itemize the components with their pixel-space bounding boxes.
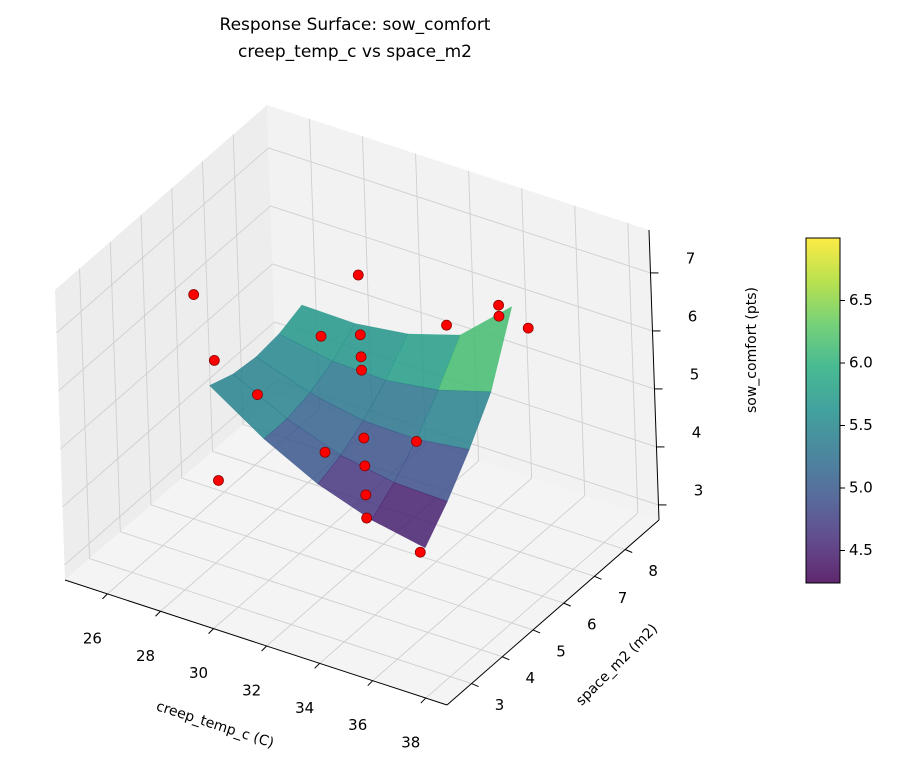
colorbar: 4.5 5.0 5.5 6.0 6.5 <box>805 237 873 584</box>
y-tick <box>594 575 602 580</box>
x-tick-label: 30 <box>189 664 208 682</box>
z-tick-label: 7 <box>686 249 696 267</box>
chart-title: Response Surface: sow_comfort <box>220 15 491 35</box>
x-tick <box>102 593 108 600</box>
scatter <box>188 269 534 558</box>
x-tick <box>367 680 374 687</box>
scatter-point <box>361 512 373 524</box>
grid-line <box>574 205 586 496</box>
colorbar-tick-label: 6.0 <box>849 354 873 372</box>
scatter-point <box>493 299 504 311</box>
z-tick-label: 3 <box>694 481 704 499</box>
scatter-point <box>358 432 370 444</box>
left-pane <box>55 105 277 580</box>
y-tick-label: 6 <box>587 616 597 634</box>
scatter-point <box>252 389 263 400</box>
scatter-point <box>354 329 366 341</box>
grid-line <box>171 188 183 479</box>
x-tick <box>420 697 427 704</box>
grid-line <box>56 147 269 334</box>
grid-line <box>272 263 655 390</box>
y-tick-label: 8 <box>648 562 658 580</box>
x-tick-label: 34 <box>295 699 314 717</box>
grid-line <box>150 504 534 631</box>
colorbar-tick-label: 4.5 <box>849 541 873 559</box>
y-tick <box>563 602 571 607</box>
colorbar-tick-label: 6.5 <box>849 291 873 309</box>
x-tick <box>155 610 161 617</box>
z-tick-label: 4 <box>692 423 702 441</box>
colorbar-gradient <box>805 237 841 584</box>
scatter-point <box>213 475 224 486</box>
scatter-point <box>319 446 331 458</box>
grid-line <box>319 477 532 664</box>
grid-line <box>89 558 472 684</box>
scatter-point <box>411 436 422 447</box>
grid-line <box>270 205 653 332</box>
scatter-point <box>352 269 364 281</box>
x-tick-label: 38 <box>401 734 420 752</box>
scatter-point <box>356 364 367 376</box>
colorbar-tick-label: 5.5 <box>849 416 873 434</box>
floor-pane <box>65 395 659 705</box>
scatter-point <box>355 351 367 363</box>
y-tick <box>532 629 541 634</box>
x-axis-label: creep_temp_c (C) <box>154 698 276 751</box>
z-tick-label: 6 <box>688 307 698 325</box>
scatter-point <box>360 489 372 501</box>
x-tick <box>261 645 267 652</box>
y-axis-label: space_m2 (m2) <box>573 621 661 709</box>
scatter-point <box>315 330 327 342</box>
scatter-point <box>414 546 426 558</box>
grid-line <box>268 147 651 274</box>
x-tick-label: 36 <box>348 716 367 734</box>
grid-line <box>140 214 152 505</box>
y-tick-label: 4 <box>526 669 536 687</box>
grid-line <box>181 477 564 604</box>
scatter-point <box>441 319 452 331</box>
z-axis-label: sow_comfort (pts) <box>744 287 760 413</box>
x-tick-label: 26 <box>83 629 102 647</box>
chart-subtitle: creep_temp_c vs space_m2 <box>238 42 472 62</box>
y-tick-label: 5 <box>556 642 566 660</box>
x-tick <box>314 662 321 669</box>
grid-line <box>372 495 586 682</box>
grid-line <box>202 161 213 452</box>
scatter-point <box>188 289 200 300</box>
x-tick-label: 28 <box>136 647 155 665</box>
surface-patch <box>371 482 448 549</box>
grid-line <box>62 321 275 508</box>
grid-line <box>58 205 271 392</box>
grid-line <box>425 512 639 699</box>
x-tick-label: 32 <box>242 681 261 699</box>
x-tick <box>208 628 214 634</box>
grid-line <box>627 223 639 514</box>
grid-line <box>79 268 91 559</box>
y-tick <box>502 656 510 661</box>
axis-line <box>446 519 660 706</box>
scatter-point <box>493 310 505 322</box>
grid-line <box>109 241 121 532</box>
grid-line <box>521 188 533 479</box>
grid-line <box>60 263 273 450</box>
y-tick-label: 7 <box>618 589 628 607</box>
scatter-point <box>359 460 371 472</box>
grid-line <box>120 531 503 658</box>
axis-line <box>648 229 660 521</box>
y-tick <box>625 549 633 553</box>
y-tick-label: 3 <box>495 696 505 714</box>
z-tick-label: 5 <box>690 365 700 383</box>
y-tick <box>471 683 479 688</box>
axis-line <box>64 579 448 706</box>
scatter-point <box>208 355 220 366</box>
scatter-point <box>522 322 534 334</box>
colorbar-tick-label: 5.0 <box>849 479 873 497</box>
